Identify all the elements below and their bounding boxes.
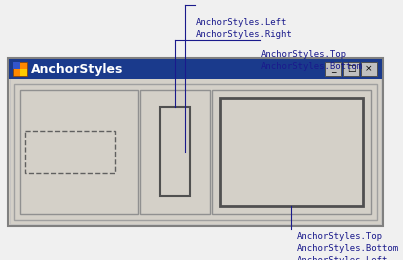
Bar [343, 62, 359, 76]
Bar [14, 84, 377, 220]
Bar [8, 58, 383, 226]
Text: _: _ [331, 64, 335, 74]
Bar [361, 62, 377, 76]
Bar [325, 62, 341, 76]
Bar [160, 107, 190, 196]
Bar [9, 59, 382, 79]
Bar [220, 98, 363, 206]
Bar [20, 90, 138, 214]
Bar [10, 60, 381, 224]
Text: □: □ [347, 64, 355, 74]
Bar [212, 90, 371, 214]
Text: AnchorStyles.Left
AnchorStyles.Right: AnchorStyles.Left AnchorStyles.Right [196, 18, 293, 39]
Text: AnchorStyles.Top
AnchorStyles.Bottom: AnchorStyles.Top AnchorStyles.Bottom [261, 50, 363, 71]
Bar [13, 62, 27, 76]
Bar [25, 131, 115, 173]
Bar [20, 69, 27, 76]
Text: AnchorStyles: AnchorStyles [31, 62, 123, 75]
Text: ×: × [365, 64, 373, 74]
Bar [140, 90, 210, 214]
Bar [13, 62, 20, 69]
Text: AnchorStyles.Top
AnchorStyles.Bottom
AnchorStyles.Left
AnchorStyles.Right: AnchorStyles.Top AnchorStyles.Bottom Anc… [297, 232, 399, 260]
